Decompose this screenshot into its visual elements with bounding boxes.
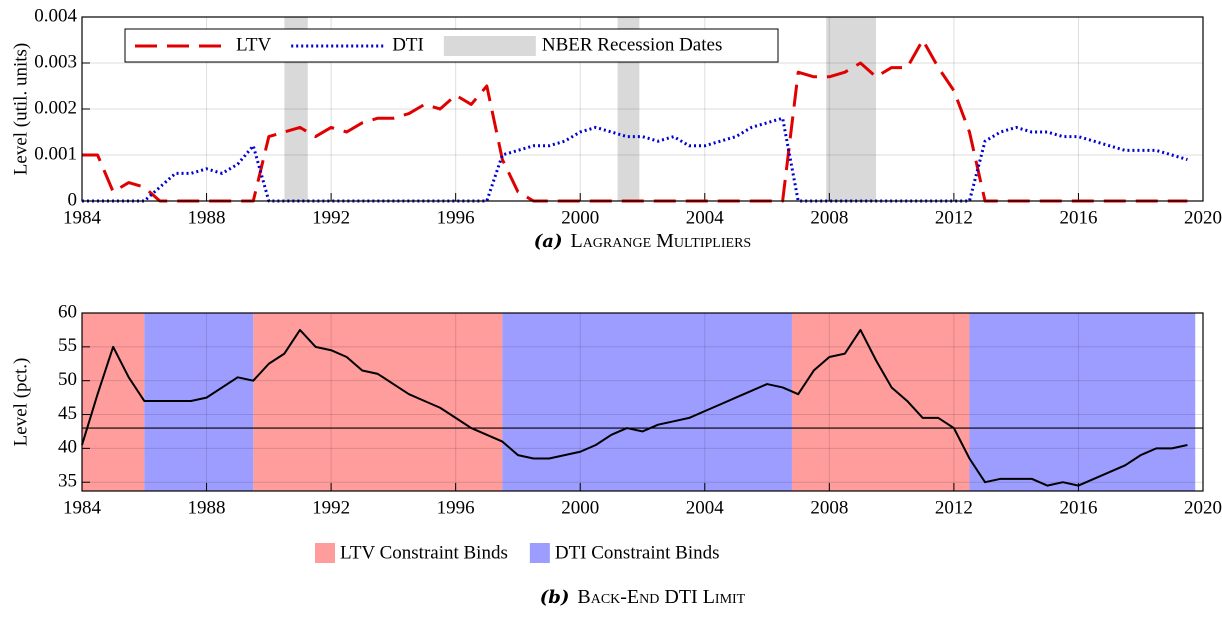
x-tick-label: 2016 bbox=[1059, 497, 1097, 518]
x-tick-label: 1996 bbox=[437, 497, 475, 518]
shaded-band bbox=[284, 17, 308, 201]
y-axis-label: Level (util. units) bbox=[10, 43, 31, 175]
caption-text: Lagrange Multipliers bbox=[570, 230, 751, 252]
x-tick-label: 2020 bbox=[1184, 497, 1222, 518]
y-axis-label: Level (pct.) bbox=[10, 358, 31, 447]
legend-label: LTV Constraint Binds bbox=[340, 542, 508, 563]
caption-label: (a) bbox=[534, 231, 563, 252]
y-tick-label: 0.004 bbox=[34, 5, 77, 26]
x-tick-label: 2000 bbox=[561, 207, 599, 228]
legend-swatch bbox=[443, 36, 536, 56]
x-tick-label: 2004 bbox=[686, 497, 725, 518]
legend-swatch bbox=[529, 543, 550, 563]
shaded-band bbox=[502, 313, 792, 491]
legend-swatch bbox=[315, 543, 335, 563]
caption-label: (b) bbox=[540, 587, 570, 608]
x-tick-label: 2012 bbox=[935, 497, 973, 518]
legend-label: LTV bbox=[236, 34, 271, 55]
plot-frame bbox=[81, 16, 1204, 202]
shaded-band bbox=[826, 17, 877, 201]
shaded-band bbox=[617, 17, 640, 201]
x-tick-label: 2020 bbox=[1184, 207, 1222, 228]
y-tick-label: 45 bbox=[58, 403, 77, 424]
caption: (b) Back-End DTI Limit bbox=[540, 586, 746, 608]
caption: (a) Lagrange Multipliers bbox=[534, 230, 751, 252]
data-line bbox=[81, 328, 1188, 487]
y-tick-label: 50 bbox=[58, 369, 77, 390]
shaded-band bbox=[144, 313, 254, 491]
x-tick-label: 1996 bbox=[437, 207, 475, 228]
y-tick-label: 0.001 bbox=[34, 143, 77, 164]
x-tick-label: 1992 bbox=[312, 207, 350, 228]
y-tick-label: 60 bbox=[58, 301, 77, 322]
x-tick-label: 1988 bbox=[188, 497, 226, 518]
y-tick-label: 35 bbox=[58, 471, 77, 492]
x-tick-label: 2000 bbox=[561, 497, 599, 518]
x-tick-label: 2008 bbox=[810, 497, 848, 518]
x-tick-label: 1988 bbox=[188, 207, 226, 228]
legend: LTV Constraint Binds DTI Constraint Binds bbox=[315, 542, 720, 563]
legend: LTV DTI NBER Recession Dates bbox=[124, 28, 779, 63]
y-tick-label: 0 bbox=[68, 189, 78, 210]
shaded-band bbox=[969, 313, 1196, 491]
shaded-band bbox=[82, 313, 145, 491]
x-tick-label: 1984 bbox=[63, 497, 102, 518]
y-tick-label: 0.002 bbox=[34, 97, 77, 118]
x-tick-label: 1992 bbox=[312, 497, 350, 518]
x-tick-label: 2008 bbox=[810, 207, 848, 228]
shaded-band bbox=[791, 313, 970, 491]
legend-label: DTI bbox=[392, 34, 424, 55]
x-tick-label: 2004 bbox=[686, 207, 725, 228]
x-tick-label: 2016 bbox=[1059, 207, 1097, 228]
y-tick-label: 40 bbox=[58, 437, 77, 458]
shaded-band bbox=[253, 313, 503, 491]
caption-text: Back-End DTI Limit bbox=[577, 586, 745, 608]
y-tick-label: 55 bbox=[58, 335, 77, 356]
x-tick-label: 2012 bbox=[935, 207, 973, 228]
legend-label: NBER Recession Dates bbox=[542, 34, 722, 55]
x-tick-label: 1984 bbox=[63, 207, 102, 228]
plot-frame bbox=[81, 312, 1204, 492]
legend-label: DTI Constraint Binds bbox=[555, 542, 720, 563]
data-line bbox=[82, 116, 1188, 203]
y-tick-label: 0.003 bbox=[34, 51, 77, 72]
